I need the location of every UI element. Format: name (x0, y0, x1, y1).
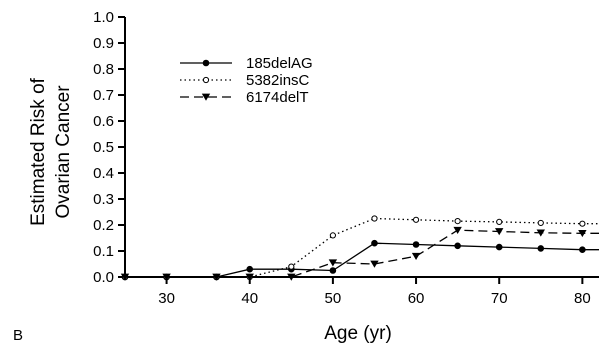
y-tick-label: 0.4 (93, 165, 114, 182)
panel-label: B (13, 327, 23, 344)
legend-label-185delAG: 185delAG (246, 55, 313, 72)
x-tick-label: 40 (241, 290, 258, 307)
x-tick-label: 80 (574, 290, 591, 307)
data-point-6174delT (162, 273, 171, 281)
data-point-185delAG (412, 241, 420, 248)
data-point-6174delT (212, 273, 221, 281)
data-point-5382insC (496, 218, 503, 225)
y-tick-label: 0.6 (93, 113, 114, 130)
data-point-5382insC (329, 232, 336, 239)
y-tick-label: 0.5 (93, 139, 114, 156)
y-tick-label: 0.1 (93, 243, 114, 260)
data-point-5382insC (288, 263, 295, 270)
data-point-185delAG (537, 245, 545, 252)
legend-marker-5382insC (202, 76, 210, 84)
data-point-185delAG (329, 267, 337, 274)
data-point-185delAG (454, 242, 461, 250)
data-point-6174delT (453, 226, 462, 234)
data-point-185delAG (371, 239, 378, 247)
data-point-5382insC (454, 218, 461, 225)
data-point-6174delT (536, 229, 545, 237)
data-point-6174delT (245, 273, 254, 281)
y-tick-label: 0.7 (93, 87, 114, 104)
data-point-5382insC (412, 216, 420, 223)
x-tick-label: 70 (491, 290, 508, 307)
legend-label-5382insC: 5382insC (246, 72, 310, 89)
x-tick-label: 50 (325, 290, 342, 307)
legend-marker-6174delT (201, 93, 211, 101)
y-tick-label: 1.0 (93, 9, 114, 26)
data-point-185delAG (579, 246, 586, 253)
x-axis-title: Age (yr) (324, 323, 392, 344)
y-tick-label: 0.2 (93, 217, 114, 234)
series-line-185delAG (125, 242, 599, 278)
y-tick-label: 0.3 (93, 191, 114, 208)
axes: 0.0 0.1 0.2 0.3 0.4 0.5 0.6 0.7 0.8 0.9 1.0 30 40 50 6… (93, 9, 599, 307)
x-tick-label: 60 (408, 290, 425, 307)
data-point-185delAG (495, 243, 503, 251)
data-point-5382insC (579, 220, 586, 227)
series-line-6174delT (125, 229, 599, 278)
data-point-6174delT (120, 273, 130, 281)
data-point-185delAG (246, 265, 254, 273)
y-axis-title-line2: Ovarian Cancer (53, 85, 74, 219)
y-axis-title-line1: Estimated Risk of (28, 77, 49, 226)
data-point-6174delT (578, 229, 587, 238)
x-tick-label: 30 (158, 290, 175, 307)
data-point-5382insC (371, 215, 378, 222)
data-point-6174delT (370, 260, 379, 268)
plot-series (120, 215, 599, 281)
y-tick-label: 0.8 (93, 61, 114, 78)
data-point-6174delT (495, 228, 504, 236)
data-point-6174delT (328, 259, 338, 267)
y-tick-label: 0.0 (93, 269, 114, 286)
data-point-6174delT (287, 273, 296, 281)
legend-marker-185delAG (202, 59, 210, 67)
y-tick-label: 0.9 (93, 35, 114, 52)
data-point-5382insC (537, 219, 544, 227)
legend-label-6174delT: 6174delT (246, 89, 309, 106)
data-point-6174delT (411, 252, 421, 260)
